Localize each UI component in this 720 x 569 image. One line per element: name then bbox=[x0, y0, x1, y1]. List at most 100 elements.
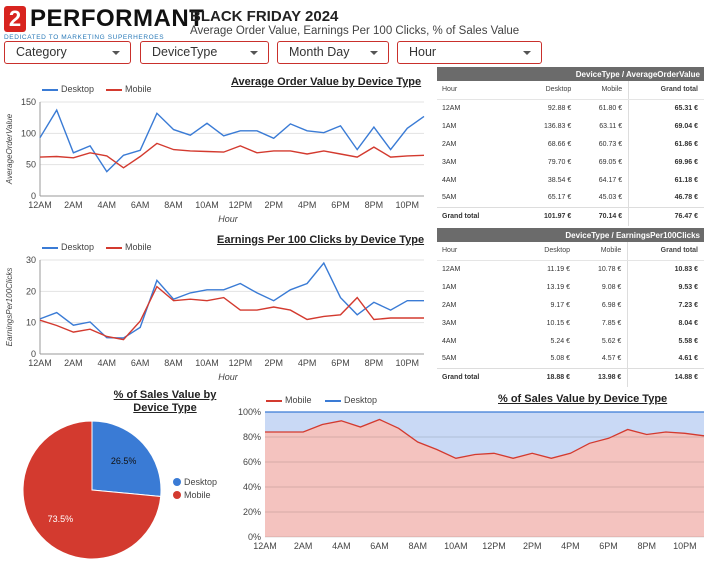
table-row: 2AM 68.66 € 60.73 € 61.86 € bbox=[437, 135, 704, 153]
table-cell: 10.78 € bbox=[597, 265, 622, 273]
chevron-down-icon bbox=[250, 51, 258, 55]
x-tick-label: 4AM bbox=[98, 200, 117, 210]
table-cell: 5AM bbox=[442, 194, 457, 202]
epc-table: DeviceType / EarningsPer100Clicks Hour D… bbox=[437, 228, 704, 387]
table-cell: 5.58 € bbox=[627, 332, 704, 350]
x-tick-label: 8AM bbox=[408, 541, 427, 551]
series-line-mobile bbox=[39, 285, 424, 341]
table-cell: 2AM bbox=[442, 140, 457, 148]
table-row: 5AM 5.08 € 4.57 € 4.61 € bbox=[437, 350, 704, 368]
y-tick-label: 100% bbox=[238, 407, 261, 417]
x-tick-label: 4PM bbox=[298, 358, 317, 368]
table-cell: 4.57 € bbox=[601, 355, 622, 363]
table-row: 3AM 10.15 € 7.85 € 8.04 € bbox=[437, 314, 704, 332]
legend-mobile[interactable]: Mobile bbox=[266, 395, 312, 405]
table-cell: 61.86 € bbox=[628, 135, 704, 153]
table-row: 3AM 79.70 € 69.05 € 69.96 € bbox=[437, 153, 704, 171]
logo-tagline: DEDICATED TO MARKETING SUPERHEROES bbox=[4, 34, 165, 41]
x-axis-label: Hour bbox=[218, 214, 239, 224]
legend-desktop[interactable]: Desktop bbox=[42, 242, 94, 252]
table-cell: 4AM bbox=[442, 176, 457, 184]
pie-slice-mobile bbox=[22, 420, 162, 560]
col-hour[interactable]: Hour bbox=[437, 81, 521, 100]
legend-mobile[interactable]: Mobile bbox=[106, 84, 152, 94]
x-tick-label: 4PM bbox=[561, 541, 580, 551]
table-cell: 7.23 € bbox=[627, 296, 704, 314]
legend-mobile[interactable]: Mobile bbox=[106, 242, 152, 252]
table-cell: 65.17 € bbox=[547, 194, 572, 202]
legend-label: Desktop bbox=[344, 395, 378, 405]
col-grand-total[interactable]: Grand total bbox=[628, 81, 704, 100]
col-mobile[interactable]: Mobile bbox=[577, 81, 629, 100]
filter-device-type[interactable]: DeviceType bbox=[140, 41, 269, 64]
y-tick-label: 10 bbox=[26, 318, 36, 328]
x-tick-label: 12PM bbox=[482, 541, 506, 551]
logo-wordmark: PERFORMANT bbox=[30, 5, 205, 32]
sales-area-chart: 0% 20% 40% 60% 80% 100% 12AM 2AM 4AM 6AM 8AM 10AM 12… bbox=[238, 407, 705, 551]
table-cell: 5.62 € bbox=[601, 337, 622, 345]
x-tick-label: 10AM bbox=[195, 358, 219, 368]
legend-desktop[interactable]: Desktop bbox=[42, 84, 94, 94]
table-total-cell: 13.98 € bbox=[575, 367, 628, 387]
chevron-down-icon bbox=[370, 51, 378, 55]
y-tick-label: 50 bbox=[26, 160, 36, 170]
table-row: 2AM 9.17 € 6.98 € 7.23 € bbox=[437, 296, 704, 314]
table-cell: 12AM bbox=[442, 104, 461, 112]
legend-desktop[interactable]: Desktop bbox=[325, 395, 377, 405]
logo-mark: 2 bbox=[4, 6, 26, 32]
table-cell: 6.98 € bbox=[601, 301, 622, 309]
col-grand-total[interactable]: Grand total bbox=[627, 242, 704, 261]
filter-category[interactable]: Category bbox=[4, 41, 131, 64]
table-total-cell: 70.14 € bbox=[577, 206, 629, 226]
table-cell: 46.78 € bbox=[628, 189, 704, 207]
table-row: 4AM 38.54 € 64.17 € 61.18 € bbox=[437, 171, 704, 189]
x-tick-label: 6PM bbox=[331, 200, 350, 210]
chevron-down-icon bbox=[523, 51, 531, 55]
table-cell: 69.05 € bbox=[598, 158, 623, 166]
legend-label: Desktop bbox=[61, 84, 95, 94]
table-row: 5AM 65.17 € 45.03 € 46.78 € bbox=[437, 189, 704, 207]
y-axis-label: EarningsPer100Clicks bbox=[5, 268, 14, 347]
col-desktop[interactable]: Desktop bbox=[520, 81, 578, 100]
col-desktop[interactable]: Desktop bbox=[520, 242, 576, 261]
y-tick-label: 40% bbox=[243, 482, 261, 492]
table-cell: 9.17 € bbox=[550, 301, 570, 309]
x-tick-label: 10AM bbox=[195, 200, 219, 210]
filter-month-day[interactable]: Month Day bbox=[277, 41, 389, 64]
y-tick-label: 60% bbox=[243, 457, 261, 467]
filter-hour[interactable]: Hour bbox=[397, 41, 542, 64]
chevron-down-icon bbox=[112, 51, 120, 55]
aov-chart-title: Average Order Value by Device Type bbox=[231, 76, 422, 88]
x-tick-label: 8PM bbox=[365, 200, 384, 210]
filter-month-day-label: Month Day bbox=[289, 45, 350, 59]
x-tick-label: 4PM bbox=[298, 200, 317, 210]
x-tick-label: 2AM bbox=[64, 358, 83, 368]
x-tick-label: 6AM bbox=[370, 541, 389, 551]
col-hour[interactable]: Hour bbox=[437, 242, 521, 261]
table-cell: 5.08 € bbox=[550, 355, 570, 363]
x-tick-label: 12AM bbox=[28, 358, 52, 368]
page-subtitle: Average Order Value, Earnings Per 100 Cl… bbox=[190, 25, 520, 37]
table-cell: 69.04 € bbox=[628, 117, 704, 135]
pie-slice-desktop bbox=[91, 420, 162, 498]
table-cell: 61.80 € bbox=[598, 104, 623, 112]
epc-chart-title: Earnings Per 100 Clicks by Device Type bbox=[217, 234, 425, 246]
epc-table-header: DeviceType / EarningsPer100Clicks bbox=[437, 228, 704, 242]
y-tick-label: 150 bbox=[21, 97, 36, 107]
table-cell: 12AM bbox=[442, 265, 461, 273]
table-cell: 1AM bbox=[442, 283, 457, 291]
table-cell: 1AM bbox=[442, 122, 457, 130]
x-tick-label: 12PM bbox=[229, 200, 253, 210]
legend-swatch bbox=[42, 246, 58, 249]
table-total-cell: 101.97 € bbox=[520, 206, 578, 226]
y-axis-label: AverageOrderValue bbox=[5, 113, 14, 185]
x-tick-label: 2PM bbox=[264, 200, 283, 210]
table-cell: 63.11 € bbox=[599, 122, 623, 130]
legend-label: Desktop bbox=[61, 242, 95, 252]
y-tick-label: 0 bbox=[31, 349, 36, 359]
table-cell: 5.24 € bbox=[550, 337, 570, 345]
col-mobile[interactable]: Mobile bbox=[575, 242, 628, 261]
table-row: 4AM 5.24 € 5.62 € 5.58 € bbox=[437, 332, 704, 350]
x-tick-label: 12AM bbox=[253, 541, 277, 551]
series-line-mobile bbox=[39, 142, 425, 169]
